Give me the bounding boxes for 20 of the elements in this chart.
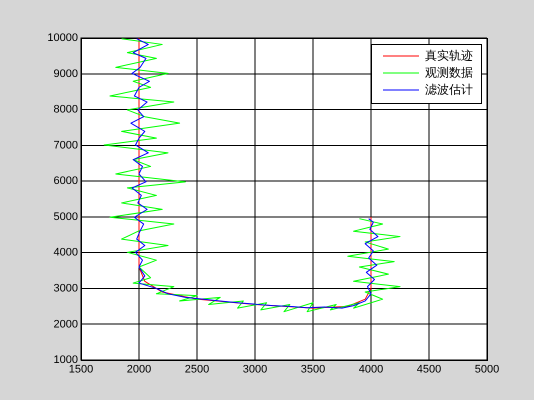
y-tick-label: 10000: [47, 32, 78, 44]
y-tick-label: 9000: [54, 68, 78, 80]
x-tick-label: 3500: [300, 364, 326, 376]
x-tick-label: 3000: [242, 364, 268, 376]
x-tick-label: 2500: [184, 364, 210, 376]
x-tick-label: 2000: [126, 364, 152, 376]
x-tick-label: 4500: [416, 364, 442, 376]
y-tick-label: 5000: [54, 210, 78, 223]
x-tick-label: 4000: [358, 364, 384, 376]
y-tick-label: 8000: [54, 104, 78, 116]
legend-label: 滤波估计: [425, 82, 473, 96]
x-tick-label: 5000: [474, 364, 500, 376]
legend-label: 真实轨迹: [425, 48, 473, 62]
x-tick-label: 1500: [68, 364, 94, 376]
y-tick-label: 7000: [54, 139, 78, 152]
y-tick-label: 6000: [54, 175, 78, 188]
legend-label: 观测数据: [425, 65, 473, 80]
y-tick-label: 2000: [54, 318, 78, 330]
y-tick-label: 4000: [54, 246, 78, 259]
y-tick-label: 3000: [54, 282, 78, 294]
